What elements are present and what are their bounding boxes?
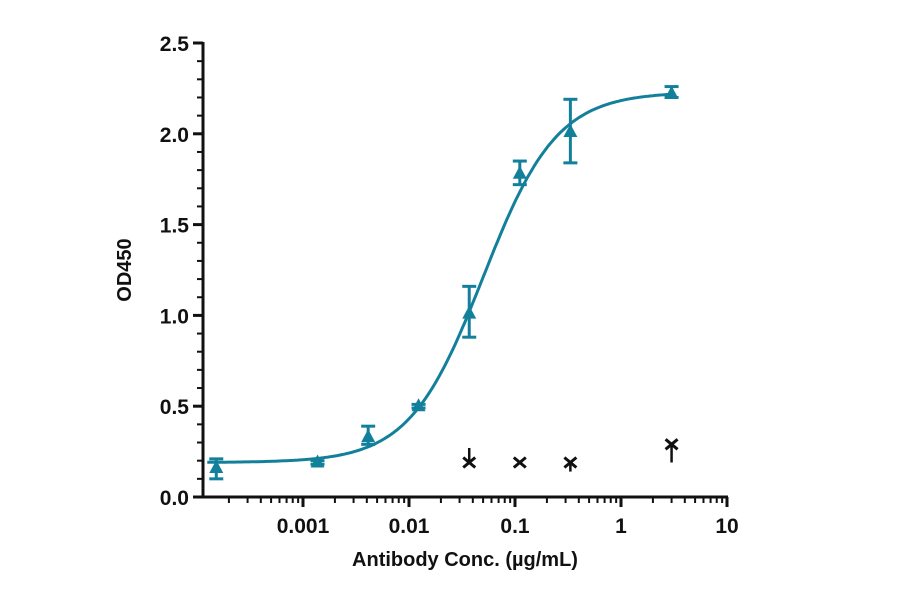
triangle-marker-icon <box>563 123 578 137</box>
y-axis: 0.0 0.5 1.0 1.5 2.0 2.5 <box>160 33 205 510</box>
y-tick-label: 2.0 <box>160 124 189 147</box>
data-point <box>209 457 224 481</box>
fit-curve <box>207 92 672 464</box>
x-tick-label: 0.01 <box>389 515 430 538</box>
x-tick-label: 0.1 <box>500 515 530 538</box>
control-point <box>664 438 679 463</box>
triangle-marker-icon <box>310 454 325 468</box>
triangle-marker-icon <box>512 165 527 179</box>
antibody-series <box>209 85 679 481</box>
data-point <box>310 454 325 468</box>
control-series <box>462 438 679 472</box>
x-axis-title: Antibody Conc. (µg/mL) <box>352 549 578 571</box>
x-tick-label: 1 <box>615 515 627 538</box>
data-point <box>462 284 477 339</box>
control-point <box>563 456 578 472</box>
triangle-marker-icon <box>361 429 376 443</box>
control-point <box>462 447 477 469</box>
x-tick-label: 0.001 <box>277 515 330 538</box>
control-point <box>512 456 527 469</box>
y-tick-label: 1.5 <box>160 215 190 238</box>
y-tick-label: 0.5 <box>160 396 190 419</box>
triangle-marker-icon <box>462 305 477 319</box>
data-point <box>361 424 376 446</box>
triangle-marker-icon <box>209 459 224 473</box>
triangle-marker-icon <box>411 398 426 412</box>
x-axis: 0.001 0.01 0.1 1 10 <box>202 495 739 538</box>
data-point <box>411 398 426 412</box>
x-tick-label: 10 <box>715 515 738 538</box>
data-point <box>563 97 578 165</box>
data-point <box>512 159 527 187</box>
y-tick-label: 0.0 <box>160 487 189 510</box>
y-tick-label: 2.5 <box>160 33 190 56</box>
y-tick-label: 1.0 <box>160 305 189 328</box>
data-point <box>664 85 679 99</box>
triangle-marker-icon <box>664 85 679 99</box>
y-axis-title: OD450 <box>114 238 136 301</box>
